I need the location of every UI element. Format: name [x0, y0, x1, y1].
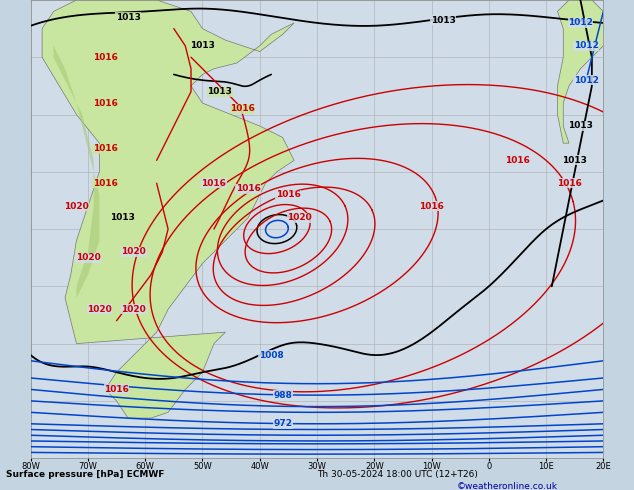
Text: 1016: 1016 [93, 179, 117, 188]
Text: 1012: 1012 [568, 19, 593, 27]
Text: 988: 988 [273, 391, 292, 400]
Text: 1016: 1016 [557, 179, 581, 188]
Text: 1016: 1016 [419, 202, 444, 211]
Text: 1012: 1012 [574, 75, 598, 85]
Text: 1012: 1012 [574, 41, 598, 50]
Text: 1013: 1013 [568, 122, 593, 130]
Polygon shape [53, 46, 100, 298]
Text: 1016: 1016 [230, 104, 255, 113]
Text: 1016: 1016 [93, 53, 117, 62]
Text: 1020: 1020 [121, 247, 146, 256]
Text: 1016: 1016 [276, 190, 301, 199]
Text: 1016: 1016 [104, 385, 129, 394]
Text: 1016: 1016 [202, 179, 226, 188]
Text: 1013: 1013 [115, 13, 141, 22]
Polygon shape [42, 0, 294, 418]
Text: 1020: 1020 [121, 305, 146, 314]
Text: ©weatheronline.co.uk: ©weatheronline.co.uk [456, 482, 557, 490]
Text: 1013: 1013 [430, 16, 455, 24]
Text: 1016: 1016 [236, 185, 261, 194]
Text: 1008: 1008 [259, 350, 283, 360]
Text: 1020: 1020 [287, 213, 312, 222]
Text: 1020: 1020 [75, 253, 100, 262]
Text: Th 30-05-2024 18:00 UTC (12+T26): Th 30-05-2024 18:00 UTC (12+T26) [317, 470, 478, 479]
Text: Surface pressure [hPa] ECMWF: Surface pressure [hPa] ECMWF [6, 470, 165, 479]
Text: 1020: 1020 [87, 305, 112, 314]
Text: 1013: 1013 [190, 41, 215, 50]
Text: 1013: 1013 [110, 213, 134, 222]
Text: 972: 972 [273, 419, 292, 428]
Text: 1020: 1020 [64, 202, 89, 211]
Text: 1013: 1013 [562, 156, 587, 165]
Text: 1013: 1013 [207, 87, 232, 96]
Text: 1016: 1016 [505, 156, 530, 165]
Text: 1016: 1016 [93, 98, 117, 108]
Text: 1016: 1016 [93, 145, 117, 153]
Polygon shape [557, 0, 604, 143]
